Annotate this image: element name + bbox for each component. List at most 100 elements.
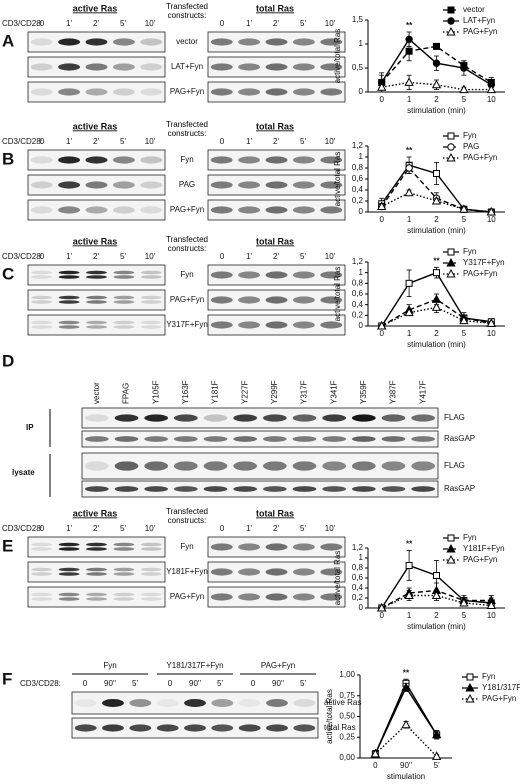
time-label: 0 xyxy=(40,524,45,533)
band xyxy=(58,275,80,279)
y-tick-label: 0,25 xyxy=(339,732,355,741)
band xyxy=(30,38,53,46)
band xyxy=(114,436,139,442)
y-axis-label: active/total Ras xyxy=(333,152,342,207)
band-label: RasGAP xyxy=(444,484,475,493)
band xyxy=(293,724,316,732)
band xyxy=(113,597,135,601)
time-label: 5' xyxy=(300,137,306,146)
marker xyxy=(433,572,440,579)
band xyxy=(211,724,234,732)
x-tick-label: 10 xyxy=(487,95,496,104)
band xyxy=(210,181,233,189)
blot xyxy=(27,561,166,583)
time-label: 10' xyxy=(325,252,336,261)
group-label: Fyn xyxy=(103,661,116,670)
band xyxy=(203,436,228,442)
band xyxy=(156,699,179,707)
x-tick-label: 10 xyxy=(487,329,496,338)
time-label: 0 xyxy=(220,524,225,533)
band xyxy=(144,436,169,442)
x-tick-label: 1 xyxy=(407,95,412,104)
x-axis-label: stimulation (min) xyxy=(407,340,466,349)
y-axis-label: active/total Ras xyxy=(333,551,342,606)
time-label: 2' xyxy=(93,19,99,28)
band xyxy=(140,275,162,279)
legend-label: PAG+Fyn xyxy=(463,153,497,162)
band xyxy=(320,543,343,551)
band xyxy=(113,567,135,572)
band xyxy=(265,156,288,164)
band xyxy=(84,461,109,471)
band xyxy=(140,572,162,576)
panel-letter: B xyxy=(2,149,14,168)
time-label: 10' xyxy=(145,19,156,28)
band xyxy=(112,206,135,214)
band xyxy=(144,414,169,422)
marker xyxy=(405,35,413,43)
band xyxy=(58,320,80,325)
band xyxy=(411,414,436,422)
band xyxy=(86,320,107,325)
legend-marker xyxy=(446,257,456,267)
construct-label: Fyn xyxy=(180,270,193,279)
band xyxy=(58,325,80,329)
band xyxy=(381,486,406,492)
band xyxy=(292,414,317,422)
blot xyxy=(27,199,166,221)
band xyxy=(31,325,53,329)
legend-marker xyxy=(447,143,455,151)
x-tick-label: 0 xyxy=(379,611,384,620)
legend-marker xyxy=(466,673,474,681)
band xyxy=(112,181,135,189)
band xyxy=(31,542,53,547)
y-tick-label: 0,4 xyxy=(352,583,364,592)
band xyxy=(233,461,258,471)
band xyxy=(210,88,233,96)
marker xyxy=(459,84,469,94)
time-label: 5' xyxy=(120,137,126,146)
blot xyxy=(81,480,439,498)
y-tick-label: 1,5 xyxy=(352,15,364,24)
band xyxy=(140,270,162,275)
band xyxy=(31,572,53,576)
band xyxy=(156,724,179,732)
time-label: 5' xyxy=(120,524,126,533)
band xyxy=(113,300,135,304)
band xyxy=(265,206,288,214)
x-axis-label: stimulation (min) xyxy=(407,622,466,631)
band xyxy=(140,295,162,300)
y-tick-label: 1 xyxy=(359,553,364,562)
band xyxy=(266,724,288,732)
band xyxy=(320,296,343,304)
time-label: 0 xyxy=(40,137,45,146)
band xyxy=(411,461,436,471)
constructs-label-box: Transfected constructs: xyxy=(166,235,208,253)
blot-title: total Ras xyxy=(256,121,294,131)
legend-marker xyxy=(446,543,456,553)
lane-label: Y417F xyxy=(418,380,427,404)
band xyxy=(30,181,53,189)
band xyxy=(320,593,343,601)
band xyxy=(86,547,107,551)
band-label: FLAG xyxy=(444,461,465,470)
x-tick-label: 5 xyxy=(462,329,467,338)
construct-label: vector xyxy=(176,37,198,46)
legend-label: Fyn xyxy=(463,247,476,256)
band xyxy=(114,414,139,422)
band xyxy=(210,593,233,601)
lane-label: Y341F xyxy=(329,380,338,404)
marker xyxy=(405,279,413,287)
band xyxy=(351,461,376,471)
band xyxy=(292,486,317,492)
band xyxy=(31,270,53,275)
band xyxy=(203,461,228,471)
band xyxy=(30,156,53,164)
panel-letter: D xyxy=(2,351,14,370)
y-tick-label: 1 xyxy=(359,152,364,161)
band xyxy=(112,38,135,46)
time-label: 0 xyxy=(40,252,45,261)
band xyxy=(210,321,233,329)
blot-title: total Ras xyxy=(256,3,294,13)
x-tick-label: 1 xyxy=(407,329,412,338)
